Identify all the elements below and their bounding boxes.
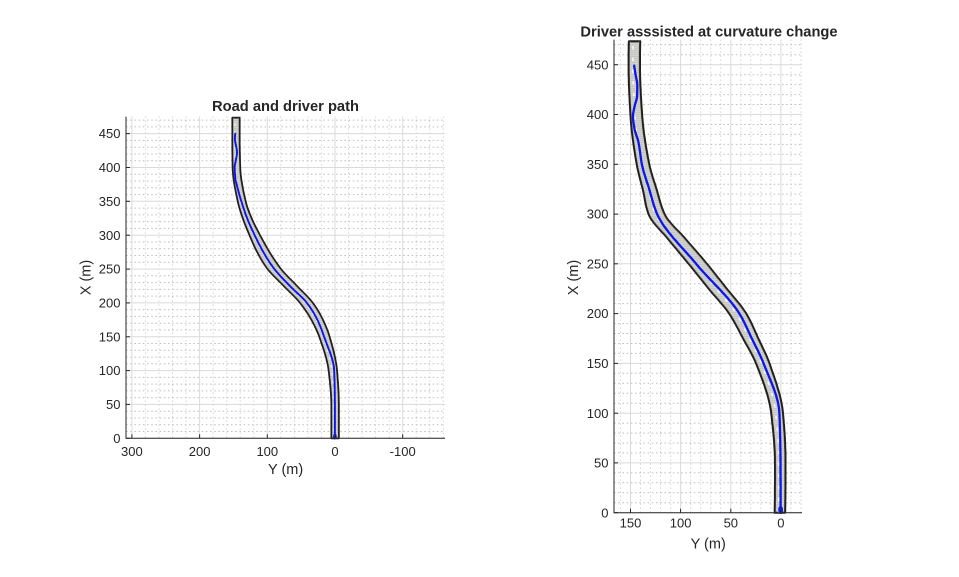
svg-text:150: 150 (587, 356, 609, 371)
svg-text:350: 350 (587, 157, 609, 172)
svg-text:400: 400 (587, 107, 609, 122)
svg-text:450: 450 (99, 126, 121, 141)
svg-text:300: 300 (99, 228, 121, 243)
svg-text:50: 50 (594, 456, 608, 471)
svg-text:100: 100 (99, 363, 121, 378)
svg-text:400: 400 (99, 160, 121, 175)
svg-text:X (m): X (m) (566, 260, 582, 295)
svg-text:100: 100 (670, 515, 692, 530)
svg-text:X (m): X (m) (78, 260, 94, 295)
svg-text:250: 250 (99, 262, 121, 277)
svg-text:0: 0 (601, 505, 608, 520)
svg-text:200: 200 (99, 296, 121, 311)
svg-text:Road and driver path: Road and driver path (212, 99, 359, 115)
svg-text:450: 450 (587, 57, 609, 72)
svg-text:150: 150 (620, 515, 642, 530)
svg-text:50: 50 (106, 397, 120, 412)
svg-text:100: 100 (587, 406, 609, 421)
svg-text:100: 100 (256, 444, 278, 459)
svg-text:-100: -100 (390, 444, 416, 459)
svg-text:250: 250 (587, 256, 609, 271)
svg-text:Y (m): Y (m) (691, 537, 726, 553)
svg-text:350: 350 (99, 194, 121, 209)
svg-text:50: 50 (724, 515, 738, 530)
svg-text:200: 200 (189, 444, 211, 459)
svg-text:0: 0 (777, 515, 784, 530)
svg-text:300: 300 (587, 207, 609, 222)
svg-text:Driver asssisted at curvature: Driver asssisted at curvature change (580, 25, 837, 41)
svg-text:Y (m): Y (m) (268, 462, 303, 478)
svg-text:0: 0 (113, 431, 120, 446)
svg-text:300: 300 (121, 444, 143, 459)
svg-text:200: 200 (587, 306, 609, 321)
svg-text:0: 0 (331, 444, 338, 459)
svg-text:150: 150 (99, 329, 121, 344)
